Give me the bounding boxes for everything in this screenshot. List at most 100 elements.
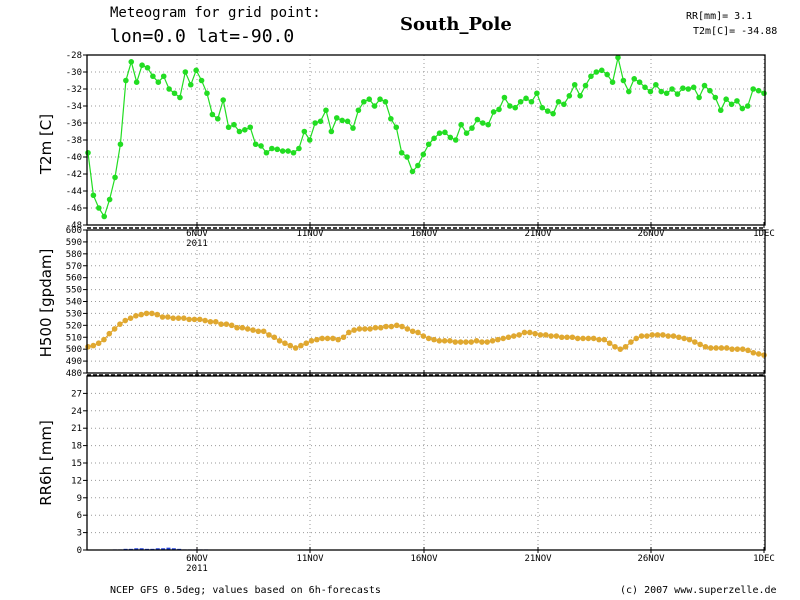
h500-point	[159, 314, 166, 320]
t2m-point	[263, 149, 270, 156]
h500-point	[745, 347, 751, 354]
t2m-point	[355, 107, 362, 114]
t2m-point	[447, 134, 454, 141]
t2m-point	[707, 87, 713, 94]
t2m-point	[701, 82, 708, 89]
t2m-point	[128, 59, 135, 65]
h500-point	[314, 336, 320, 343]
h500-point	[553, 333, 560, 339]
h500-point	[202, 317, 208, 324]
h500-point	[548, 333, 554, 339]
h500-point	[761, 352, 767, 358]
y-tick-label: 600	[66, 226, 82, 236]
t2m-point	[458, 121, 464, 128]
t2m-point	[371, 103, 378, 109]
h500-point	[590, 335, 597, 342]
t2m-point	[382, 98, 389, 105]
t2m-point	[96, 205, 102, 211]
t2m-point	[420, 151, 427, 158]
y-tick-label: -32	[66, 85, 82, 95]
h500-point	[734, 346, 741, 352]
x-tick-label: 1DEC	[753, 554, 775, 564]
t2m-point	[674, 91, 681, 97]
t2m-point	[566, 93, 573, 99]
h500-point	[526, 329, 533, 336]
t2m-point	[409, 168, 416, 175]
h500-point	[207, 318, 214, 325]
h500-point	[228, 322, 235, 329]
h500-point	[569, 334, 576, 341]
y-tick-label: 570	[66, 262, 82, 272]
t2m-point	[279, 148, 286, 154]
t2m-point	[198, 77, 205, 84]
t2m-point	[425, 141, 432, 148]
rr6h-bar	[161, 548, 166, 550]
year-label: 2011	[186, 239, 208, 249]
t2m-point	[187, 81, 194, 88]
y-tick-label: 27	[71, 389, 82, 399]
t2m-point	[517, 98, 524, 105]
t2m-point	[150, 73, 156, 80]
t2m-point	[296, 145, 302, 152]
y-tick-label: 18	[71, 442, 82, 452]
h500-point	[101, 336, 107, 343]
grid-point-coordinates: lon=0.0 lat=-90.0	[110, 26, 295, 47]
t2m-point	[561, 101, 567, 108]
t2m-point	[252, 141, 259, 148]
data-source-note: NCEP GFS 0.5deg; values based on 6h-fore…	[110, 585, 381, 596]
rr6h-bar	[166, 547, 171, 550]
h500-point	[250, 327, 256, 333]
y-tick-label: 590	[66, 238, 82, 248]
t2m-point	[155, 79, 162, 85]
t2m-point	[609, 79, 616, 85]
t2m-point	[593, 69, 600, 75]
t2m-point	[123, 77, 129, 84]
h500-point	[729, 346, 735, 352]
y-tick-label: 12	[71, 476, 82, 486]
t2m-point	[507, 103, 513, 109]
t2m-point	[550, 110, 556, 117]
h500-point	[489, 338, 496, 344]
h500-point	[196, 316, 203, 323]
t2m-point	[723, 96, 729, 102]
t2m-point	[247, 124, 254, 131]
t2m-point	[571, 81, 578, 88]
t2m-point	[750, 86, 756, 92]
t2m-point	[133, 79, 140, 85]
h500-point	[367, 326, 373, 332]
h500-point	[85, 343, 91, 350]
y-tick-label: -46	[66, 204, 82, 214]
h500-point	[686, 336, 693, 343]
copyright-note: (c) 2007 www.superzelle.de	[620, 585, 777, 596]
h500-point	[665, 333, 671, 339]
t2m-point	[680, 85, 686, 91]
t2m-point	[577, 93, 583, 99]
t2m-point	[436, 130, 443, 136]
h500-point	[117, 321, 123, 327]
t2m-point	[512, 104, 519, 111]
t2m-point	[620, 77, 627, 84]
y-tick-label: 520	[66, 321, 82, 331]
t2m-point	[90, 192, 97, 199]
h500-point	[415, 329, 421, 336]
t2m-point	[728, 101, 735, 108]
h500-point	[255, 328, 262, 335]
panel-frame	[86, 375, 766, 551]
h500-point	[223, 321, 230, 327]
h500-point	[739, 346, 746, 352]
t2m-point	[469, 125, 475, 131]
h500-point	[484, 339, 491, 345]
t2m-point	[582, 82, 589, 89]
h500-point	[676, 334, 682, 341]
h500-point	[473, 338, 480, 344]
x-tick-label: 16NOV	[410, 554, 438, 564]
h500-point	[495, 336, 501, 343]
h500-point	[463, 339, 469, 345]
t2m-point	[160, 73, 167, 80]
t2m-point	[734, 98, 740, 104]
h500-point	[181, 315, 187, 321]
t2m-point	[712, 94, 719, 101]
h500-point	[532, 330, 538, 337]
h500-point	[713, 345, 719, 351]
